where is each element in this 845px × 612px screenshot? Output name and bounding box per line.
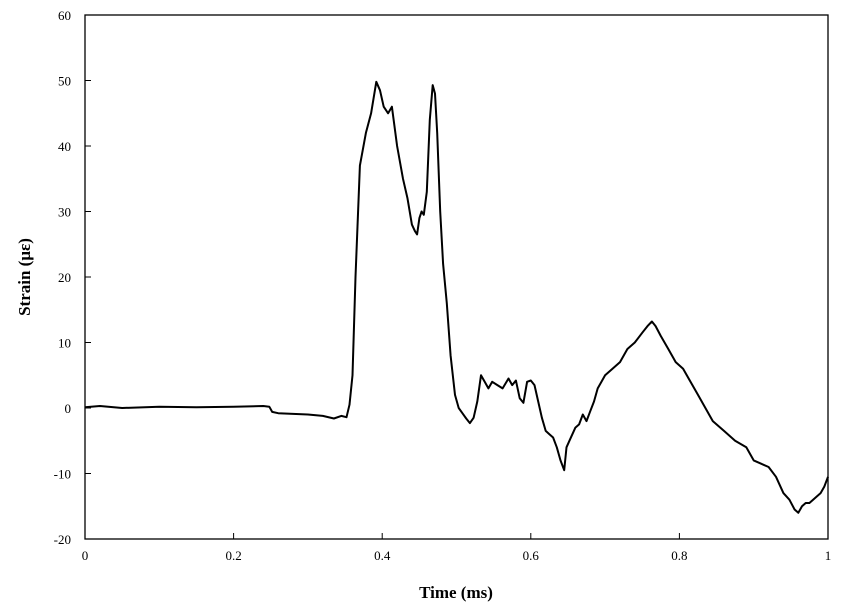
y-tick-label: -20 bbox=[54, 532, 71, 547]
y-tick-label: 20 bbox=[58, 270, 71, 285]
y-tick-label: 10 bbox=[58, 336, 71, 351]
plot-area-frame bbox=[84, 14, 829, 540]
x-tick-label: 0.2 bbox=[225, 548, 241, 563]
y-axis-ticks: -20 -10 0 10 20 30 40 50 60 bbox=[54, 8, 91, 547]
x-axis-title: Time (ms) bbox=[419, 583, 493, 602]
x-tick-label: 0.6 bbox=[523, 548, 540, 563]
x-tick-label: 0.4 bbox=[374, 548, 391, 563]
x-tick-label: 0 bbox=[82, 548, 89, 563]
strain-series-line bbox=[84, 80, 829, 514]
y-tick-label: 60 bbox=[58, 8, 71, 23]
y-tick-label: 0 bbox=[65, 401, 72, 416]
y-tick-label: 50 bbox=[58, 74, 71, 89]
x-tick-label: 0.8 bbox=[671, 548, 687, 563]
y-tick-label: -10 bbox=[54, 467, 71, 482]
y-axis-title: Strain (με) bbox=[15, 238, 34, 316]
x-tick-label: 1 bbox=[825, 548, 832, 563]
y-tick-label: 40 bbox=[58, 139, 71, 154]
x-axis-ticks: 0 0.2 0.4 0.6 0.8 1 bbox=[82, 533, 832, 563]
series-layer bbox=[84, 80, 829, 514]
y-tick-label: 30 bbox=[58, 205, 71, 220]
